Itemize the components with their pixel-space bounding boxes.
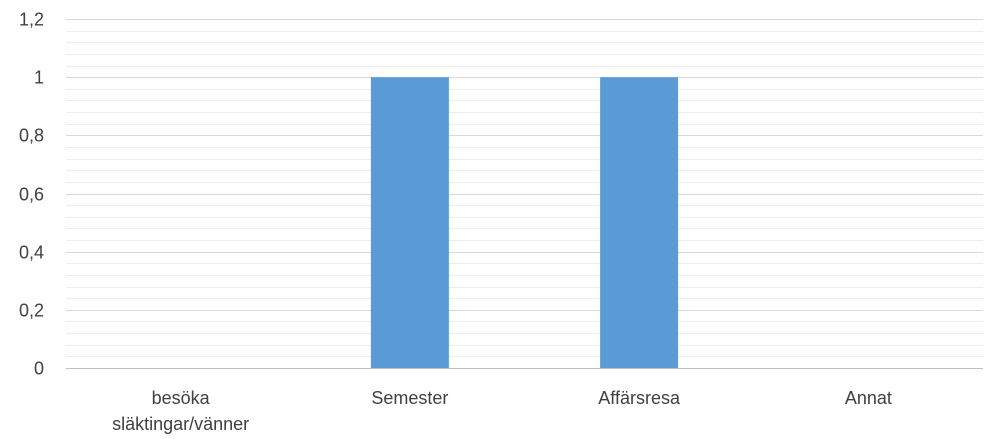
- x-tick-label: Annat: [845, 388, 892, 408]
- y-tick-label: 0,2: [19, 301, 44, 321]
- major-gridlines: [66, 19, 983, 369]
- y-tick-label: 0,6: [19, 185, 44, 205]
- bar-series: [370, 77, 679, 369]
- bar: [600, 77, 679, 369]
- y-tick-label: 1: [34, 68, 44, 88]
- bar: [370, 77, 449, 369]
- y-tick-label: 0,8: [19, 126, 44, 146]
- y-tick-label: 0: [34, 359, 44, 379]
- x-axis-tick-labels: besöka släktingar/vänner Semester Affärsres…: [112, 388, 892, 434]
- x-tick-label: Semester: [371, 388, 448, 408]
- minor-gridlines: [66, 31, 983, 357]
- y-axis-tick-labels: 0 0,2 0,4 0,6 0,8 1 1,2: [19, 10, 44, 379]
- x-tick-label: Affärsresa: [598, 388, 681, 408]
- y-tick-label: 1,2: [19, 10, 44, 30]
- x-tick-label: besöka släktingar/vänner: [112, 388, 249, 434]
- y-tick-label: 0,4: [19, 243, 44, 263]
